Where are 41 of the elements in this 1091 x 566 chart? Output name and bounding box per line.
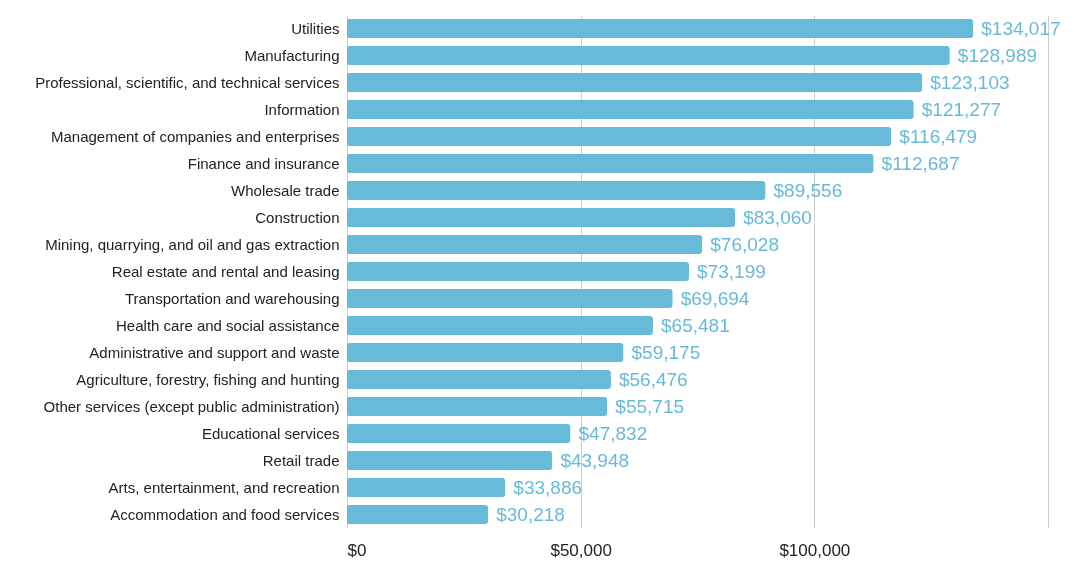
- data-label: $116,479: [899, 125, 978, 147]
- data-label: $123,103: [930, 71, 1010, 93]
- y-tick-label: Transportation and warehousing: [124, 289, 340, 307]
- data-label: $112,687: [881, 152, 960, 174]
- y-tick-label: Mining, quarrying, and oil and gas extraction: [45, 235, 340, 253]
- y-tick-label: Construction: [255, 208, 340, 226]
- y-tick-label: Utilities: [291, 19, 340, 37]
- y-tick-label: Administrative and support and waste: [89, 343, 340, 361]
- data-label: $55,715: [615, 395, 685, 417]
- y-tick-label: Professional, scientific, and technical services: [35, 73, 340, 91]
- data-label: $134,017: [981, 17, 1061, 39]
- y-tick-label: Wholesale trade: [231, 181, 340, 199]
- y-tick-label: Finance and insurance: [187, 154, 340, 172]
- x-tick-label: $0: [347, 540, 367, 560]
- y-tick-label: Health care and social assistance: [116, 316, 340, 334]
- y-tick-label: Retail trade: [262, 451, 340, 469]
- data-label: $69,694: [680, 287, 750, 309]
- data-label: $76,028: [710, 233, 779, 255]
- y-tick-label: Real estate and rental and leasing: [111, 262, 340, 280]
- y-tick-label: Information: [264, 100, 340, 118]
- data-label: $33,886: [513, 476, 583, 498]
- y-tick-label: Agriculture, forestry, fishing and hunting: [76, 370, 340, 388]
- data-label: $128,989: [957, 44, 1038, 66]
- y-tick-label: Arts, entertainment, and recreation: [108, 478, 340, 496]
- data-label: $89,556: [773, 179, 843, 201]
- data-label: $30,218: [496, 503, 565, 525]
- y-tick-label: Educational services: [201, 424, 340, 442]
- data-label: $83,060: [743, 206, 812, 228]
- y-tick-label: Manufacturing: [244, 46, 340, 64]
- x-tick-label: $100,000: [779, 540, 851, 560]
- data-label: $43,948: [560, 449, 630, 471]
- data-label: $47,832: [578, 422, 648, 444]
- y-tick-label: Management of companies and enterprises: [50, 127, 340, 145]
- y-tick-label: Accommodation and food services: [110, 505, 340, 523]
- y-tick-label: Other services (except public administration): [43, 397, 340, 415]
- x-tick-label: $50,000: [550, 540, 612, 560]
- data-label: $59,175: [631, 341, 701, 363]
- data-label: $73,199: [697, 260, 766, 282]
- data-label: $56,476: [618, 368, 688, 390]
- data-label: $65,481: [661, 314, 730, 336]
- data-label: $121,277: [921, 98, 1002, 120]
